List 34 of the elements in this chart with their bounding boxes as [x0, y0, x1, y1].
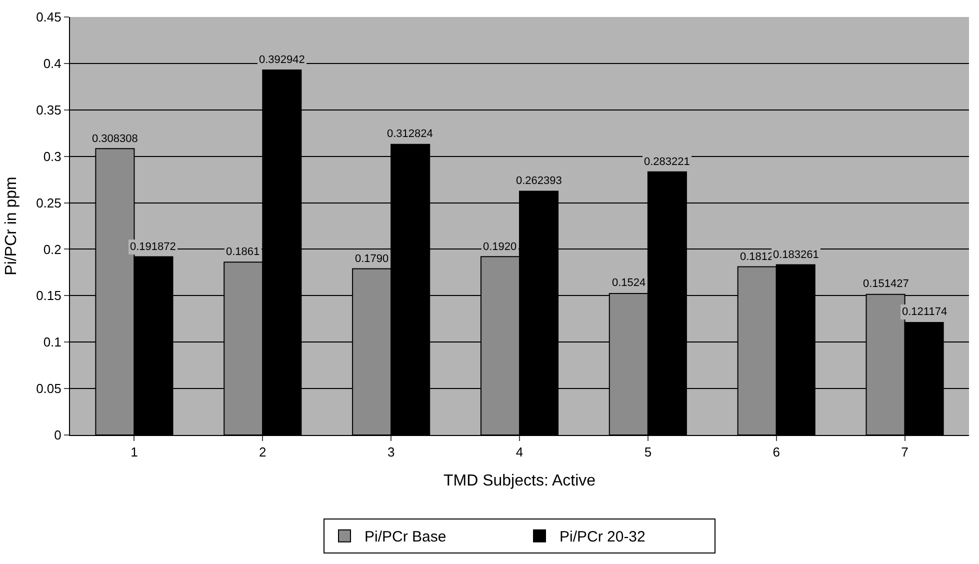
- data-label: 0.312824: [387, 128, 433, 140]
- data-label: 0.262393: [516, 175, 562, 187]
- y-tick-label: 0.4: [43, 56, 62, 71]
- y-tick-label: 0.1: [43, 334, 62, 350]
- data-label: 0.1790: [355, 253, 389, 265]
- data-label: 0.191872: [130, 241, 176, 253]
- y-tick-label: 0: [54, 428, 62, 443]
- y-tick-label: 0.05: [36, 381, 62, 396]
- x-tick-label: 7: [901, 444, 908, 460]
- legend-label: Pi/PCr 20-32: [560, 528, 646, 546]
- y-tick-label: 0.25: [36, 195, 62, 210]
- data-label: 0.151427: [863, 278, 909, 290]
- data-label: 0.308308: [92, 133, 138, 145]
- y-tick-label: 0.3: [43, 148, 62, 164]
- y-tick-label: 0.35: [36, 102, 62, 118]
- y-tick-label: 0.2: [43, 242, 62, 257]
- x-tick-label: 6: [772, 444, 780, 460]
- x-tick-label: 5: [644, 444, 652, 460]
- x-tick-label: 4: [516, 444, 524, 460]
- x-axis-title: TMD Subjects: Active: [443, 472, 596, 490]
- x-tick-label: 1: [130, 444, 138, 460]
- data-label: 0.1861: [226, 246, 260, 258]
- y-tick-label: 0.15: [36, 288, 62, 304]
- data-label: 0.1920: [483, 241, 517, 253]
- data-label: 0.283221: [644, 156, 690, 168]
- legend-label: Pi/PCr Base: [364, 528, 446, 546]
- data-label: 0.183261: [773, 249, 819, 261]
- x-tick-label: 2: [259, 444, 266, 460]
- x-tick-label: 3: [387, 444, 395, 460]
- y-axis-title: Pi/PCr in ppm: [2, 176, 20, 276]
- data-label: 0.392942: [259, 54, 305, 66]
- data-label: 0.121174: [902, 306, 948, 318]
- y-tick-label: 0.45: [36, 10, 62, 25]
- data-label: 0.1524: [612, 277, 646, 289]
